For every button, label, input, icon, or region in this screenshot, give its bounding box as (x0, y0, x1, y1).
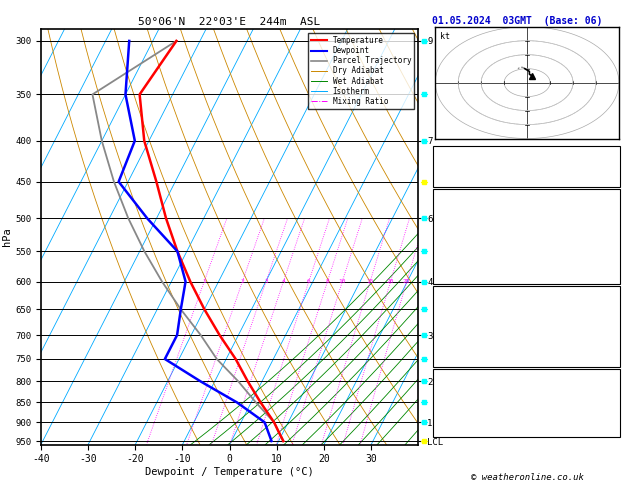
Text: Surface: Surface (506, 191, 547, 200)
Legend: Temperature, Dewpoint, Parcel Trajectory, Dry Adiabat, Wet Adiabat, Isotherm, Mi: Temperature, Dewpoint, Parcel Trajectory… (308, 33, 415, 109)
Text: Hodograph: Hodograph (500, 371, 553, 381)
Text: Temp (°C): Temp (°C) (435, 204, 488, 214)
Text: 10: 10 (338, 279, 346, 284)
Text: © weatheronline.co.uk: © weatheronline.co.uk (470, 473, 584, 482)
Y-axis label: hPa: hPa (3, 227, 12, 246)
Text: 20: 20 (387, 279, 394, 284)
Text: 2: 2 (240, 279, 244, 284)
Text: StmDir: StmDir (435, 412, 470, 422)
Text: 8.5: 8.5 (600, 218, 618, 227)
Text: 950: 950 (600, 301, 618, 311)
Text: CAPE (J): CAPE (J) (435, 342, 482, 352)
Text: 11: 11 (606, 204, 618, 214)
Text: kt: kt (440, 32, 450, 41)
Text: 3: 3 (264, 279, 268, 284)
Text: Pressure (mb): Pressure (mb) (435, 301, 511, 311)
Text: -38: -38 (600, 385, 618, 395)
Text: 0.96: 0.96 (594, 175, 618, 185)
Text: 4: 4 (282, 279, 286, 284)
Text: 0: 0 (612, 356, 618, 365)
Text: Totals Totals: Totals Totals (435, 161, 511, 171)
Text: 10: 10 (606, 245, 618, 255)
Text: Lifted Index: Lifted Index (435, 329, 506, 338)
Text: SREH: SREH (435, 399, 459, 408)
Text: -23: -23 (600, 148, 618, 157)
Text: CIN (J): CIN (J) (435, 356, 476, 365)
Y-axis label: km
ASL: km ASL (455, 227, 471, 246)
Text: 01.05.2024  03GMT  (Base: 06): 01.05.2024 03GMT (Base: 06) (432, 16, 603, 26)
Text: 38: 38 (606, 161, 618, 171)
Text: CAPE (J): CAPE (J) (435, 259, 482, 268)
Text: 25: 25 (403, 279, 411, 284)
X-axis label: Dewpoint / Temperature (°C): Dewpoint / Temperature (°C) (145, 467, 314, 477)
Text: Dewp (°C): Dewp (°C) (435, 218, 488, 227)
Text: θᴀ (K): θᴀ (K) (435, 315, 470, 325)
Text: θᴀ(K): θᴀ(K) (435, 231, 465, 241)
Text: 193°: 193° (594, 412, 618, 422)
Text: 309: 309 (600, 315, 618, 325)
Text: 6: 6 (307, 279, 311, 284)
Text: 15: 15 (366, 279, 374, 284)
Text: EH: EH (435, 385, 447, 395)
Text: PW (cm): PW (cm) (435, 175, 476, 185)
Text: 0: 0 (612, 399, 618, 408)
Text: Most Unstable: Most Unstable (488, 288, 565, 297)
Text: 0: 0 (612, 342, 618, 352)
Text: 8: 8 (326, 279, 330, 284)
Text: 6: 6 (612, 329, 618, 338)
Text: CIN (J): CIN (J) (435, 272, 476, 282)
Text: Lifted Index: Lifted Index (435, 245, 506, 255)
Text: 14: 14 (606, 426, 618, 435)
Text: 1: 1 (203, 279, 206, 284)
Text: 0: 0 (612, 259, 618, 268)
Text: StmSpd (kt): StmSpd (kt) (435, 426, 500, 435)
Text: K: K (435, 148, 441, 157)
Text: 0: 0 (612, 272, 618, 282)
Text: 304: 304 (600, 231, 618, 241)
Title: 50°06'N  22°03'E  244m  ASL: 50°06'N 22°03'E 244m ASL (138, 17, 321, 27)
